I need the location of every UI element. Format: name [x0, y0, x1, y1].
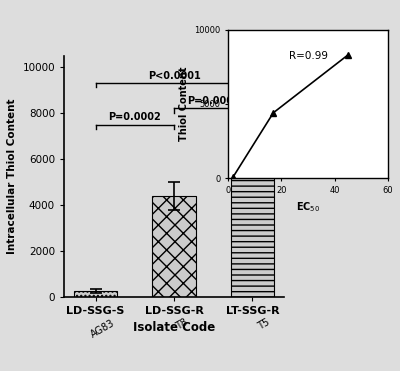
Bar	[152, 196, 196, 297]
Y-axis label: Thiol Content: Thiol Content	[178, 67, 188, 141]
Text: AG83: AG83	[89, 318, 117, 339]
Bar	[74, 291, 117, 297]
Text: P<0.0001: P<0.0001	[148, 71, 200, 81]
Text: T5: T5	[256, 318, 272, 332]
Bar	[231, 106, 274, 297]
Text: P=0.0002: P=0.0002	[108, 112, 161, 122]
Text: T8: T8	[174, 318, 189, 332]
Text: P=0.0006: P=0.0006	[187, 96, 240, 106]
Y-axis label: Intracellular Thiol Content: Intracellular Thiol Content	[7, 98, 17, 254]
X-axis label: Isolate Code: Isolate Code	[133, 321, 215, 334]
X-axis label: EC$_{50}$: EC$_{50}$	[296, 200, 320, 214]
Text: R=0.99: R=0.99	[289, 51, 328, 61]
